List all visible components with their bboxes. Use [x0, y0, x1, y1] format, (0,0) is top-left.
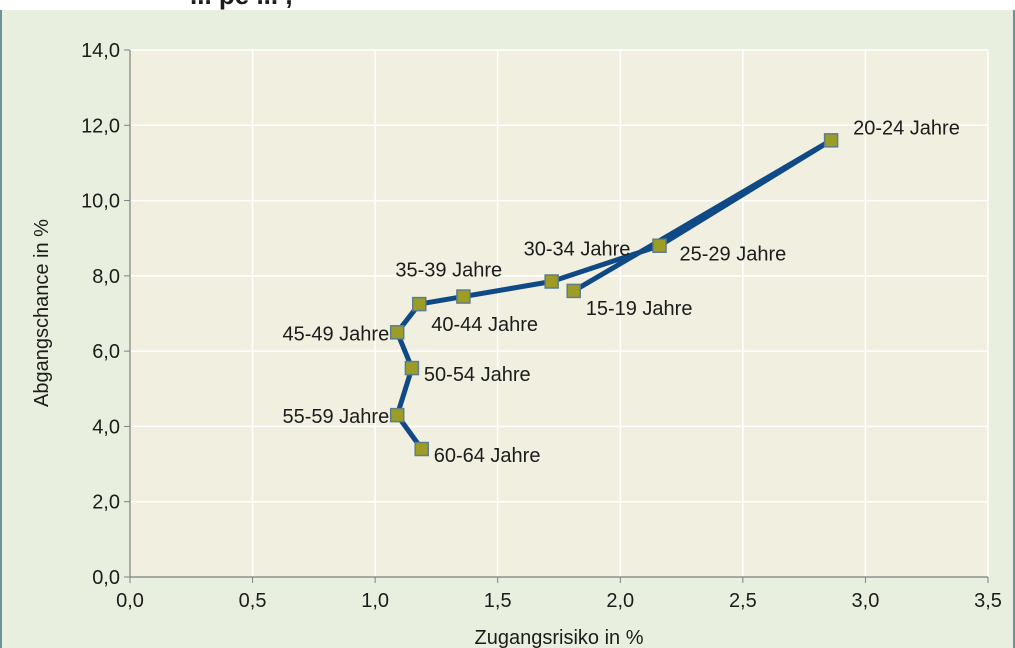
data-marker — [823, 133, 839, 148]
x-tick-label: 2,0 — [606, 590, 634, 612]
y-tick-label: 2,0 — [92, 492, 120, 514]
series-line — [394, 137, 834, 451]
data-markers — [389, 133, 839, 457]
y-tick-label: 10,0 — [81, 191, 120, 213]
y-tick-label: 14,0 — [81, 40, 120, 62]
data-marker — [412, 296, 427, 312]
y-tick-label: 6,0 — [92, 341, 120, 363]
chart-title-fragment: ... pe ... , — [190, 0, 293, 10]
y-tick-label: 8,0 — [92, 266, 120, 288]
data-marker — [456, 289, 471, 304]
x-axis-label: Zugangsrisiko in % — [475, 627, 644, 648]
x-tick-label: 0,5 — [239, 590, 267, 612]
x-tick-label: 3,5 — [974, 590, 1002, 612]
y-axis-label: Abgangschance in % — [31, 219, 53, 407]
data-marker — [566, 283, 581, 299]
data-marker — [389, 407, 405, 423]
y-tick-label: 12,0 — [81, 115, 120, 137]
data-marker — [404, 360, 420, 376]
x-tick-label: 1,0 — [361, 590, 389, 612]
data-marker — [652, 238, 667, 253]
data-label: 25-29 Jahre — [680, 244, 787, 266]
data-label: 50-54 Jahre — [424, 364, 531, 386]
data-label: 60-64 Jahre — [434, 445, 541, 467]
title-strip: ... pe ... , — [0, 0, 1015, 10]
data-label: 40-44 Jahre — [431, 314, 538, 336]
gridlines — [130, 49, 989, 577]
y-tick-label: 4,0 — [92, 416, 120, 438]
x-tick-label: 1,5 — [484, 590, 512, 612]
data-labels: 15-19 Jahre 20-24 Jahre 25-29 Jahre 30-34 J… — [282, 117, 959, 467]
series-polyline — [394, 137, 834, 451]
x-tick-label: 0,0 — [116, 590, 144, 612]
data-label: 15-19 Jahre — [586, 298, 693, 320]
data-label: 55-59 Jahre — [282, 406, 389, 428]
x-tick-label: 2,5 — [729, 590, 757, 612]
y-tick-label: 0,0 — [92, 567, 120, 589]
data-label: 20-24 Jahre — [853, 117, 960, 139]
data-marker — [389, 325, 405, 340]
plot-area — [130, 50, 988, 577]
tick-labels: 0,0 0,5 1,0 1,5 2,0 2,5 3,0 3,5 0,0 2,0 4,0 6,0 8,0 1… — [81, 40, 1002, 612]
axes — [124, 49, 989, 583]
x-tick-label: 3,0 — [852, 590, 880, 612]
data-marker — [544, 274, 559, 289]
data-label: 45-49 Jahre — [282, 323, 389, 345]
data-label: 35-39 Jahre — [395, 260, 502, 282]
data-marker — [414, 441, 429, 457]
data-label: 30-34 Jahre — [524, 239, 631, 261]
